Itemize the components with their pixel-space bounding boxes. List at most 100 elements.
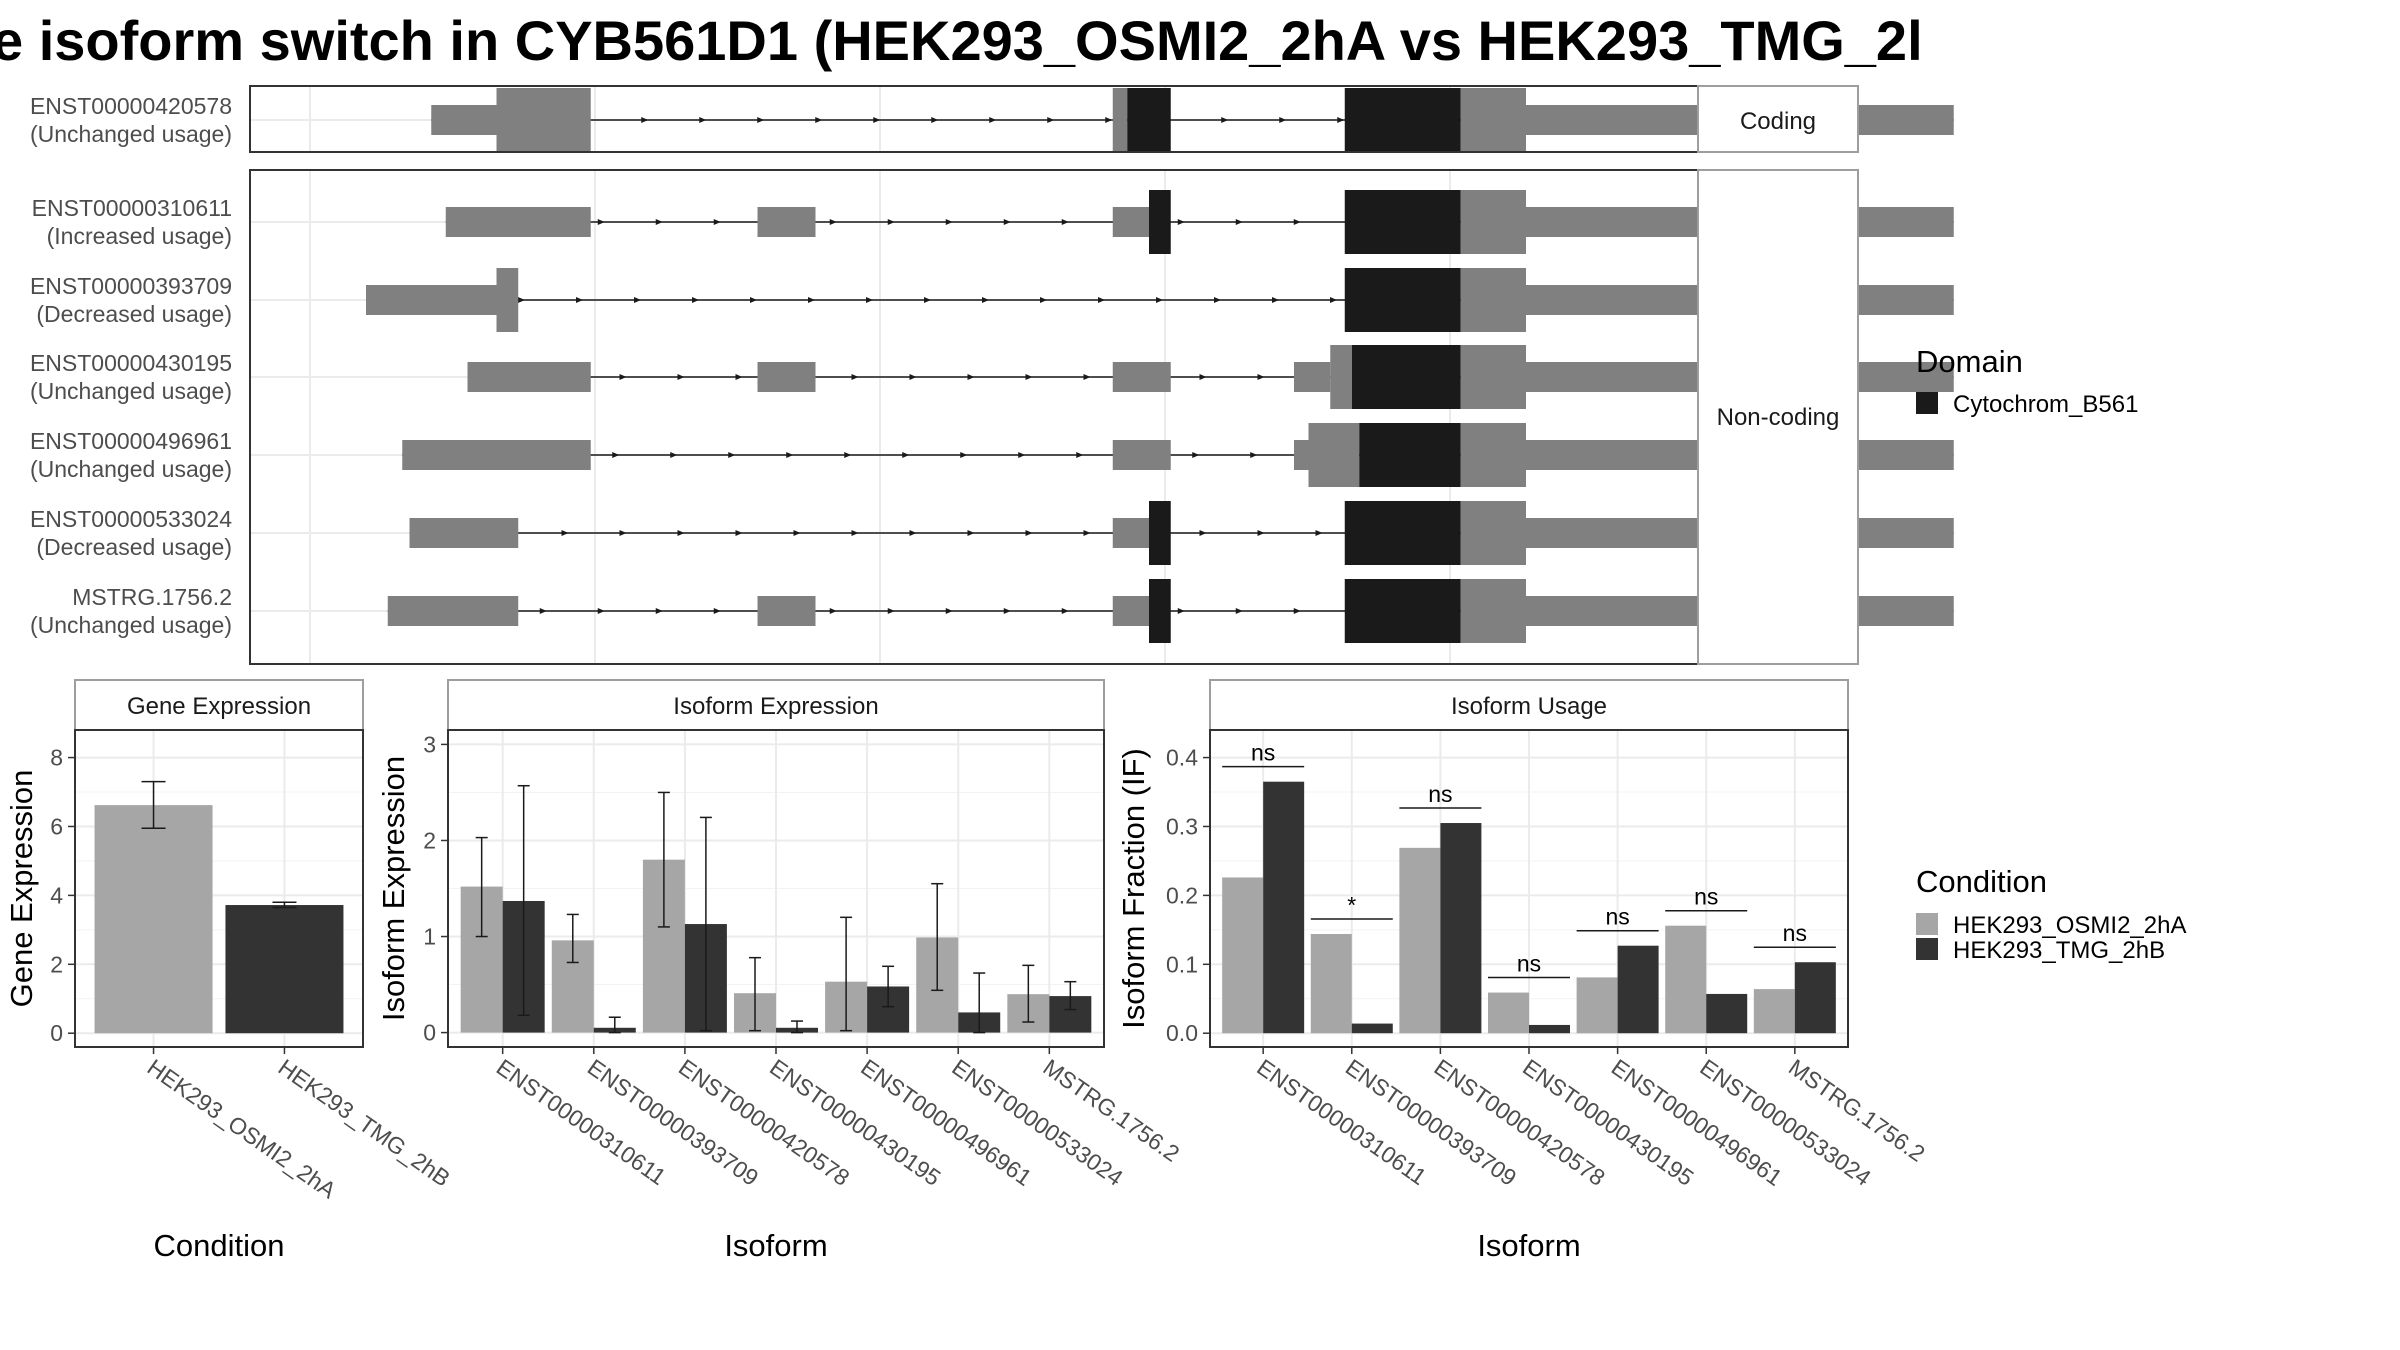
exon-block: [402, 440, 591, 470]
intron-arrow: [1257, 374, 1265, 380]
exon-block: [1460, 190, 1526, 254]
intron-arrow: [713, 608, 721, 614]
exon-block: [757, 596, 816, 626]
intron-arrow: [713, 219, 721, 225]
intron-arrow: [945, 608, 953, 614]
exon-block: [496, 88, 591, 152]
intron-arrow: [619, 530, 627, 536]
bar: [1440, 823, 1482, 1034]
exon-block: [409, 518, 519, 548]
intron-arrow: [641, 117, 649, 123]
exon-block: [467, 362, 591, 392]
error-bar: [882, 965, 895, 1008]
intron-arrow: [677, 374, 685, 380]
intron-arrow: [887, 608, 895, 614]
intron-arrow: [1221, 117, 1229, 123]
y-tick-label: 6: [50, 813, 63, 839]
isoform-id-label: MSTRG.1756.2: [72, 584, 232, 610]
condition-legend-swatch-a: [1916, 913, 1938, 935]
intron-arrow: [851, 530, 859, 536]
y-tick-label: 0.1: [1166, 951, 1198, 977]
exon-block: [1460, 501, 1526, 565]
domain-block: [1344, 88, 1461, 152]
intron-arrow: [1293, 219, 1301, 225]
intron-arrow: [1279, 117, 1287, 123]
intron-arrow: [518, 297, 525, 303]
exon-block: [1112, 518, 1149, 548]
exon-block: [1112, 440, 1171, 470]
bar: [1665, 925, 1707, 1034]
exon-block: [1112, 88, 1128, 152]
gene-structure-panel: ENST00000420578 (Unchanged usage) ENST0000…: [30, 85, 1954, 665]
intron-arrow: [967, 374, 975, 380]
legends: Domain Cytochrom_B561 Condition HEK293_OSMI…: [1916, 344, 2186, 964]
isoform-usage-label: (Unchanged usage): [30, 612, 232, 638]
intron-arrow: [924, 297, 931, 303]
y-tick-label: 0: [423, 1020, 436, 1046]
isoform-id-label: ENST00000430195: [30, 350, 232, 376]
significance-label: ns: [1605, 904, 1629, 930]
bar: [1488, 992, 1529, 1034]
intron-arrow: [576, 297, 583, 303]
intron-arrow: [1177, 219, 1185, 225]
y-axis-title: Isoform Fraction (IF): [1116, 748, 1151, 1029]
x-tick-label: ENST00000393709: [583, 1054, 763, 1191]
x-tick-label: ENST00000420578: [674, 1054, 854, 1191]
isoform-usage-label: (Decreased usage): [36, 534, 232, 560]
intron-arrow: [699, 117, 707, 123]
intron-arrow: [1025, 530, 1033, 536]
exon-block: [1294, 440, 1309, 470]
bar: [1351, 1023, 1393, 1034]
exon-block: [757, 362, 816, 392]
condition-legend-swatch-b: [1916, 938, 1938, 960]
exon-block: [757, 207, 816, 237]
x-tick-label: ENST00000533024: [947, 1054, 1128, 1191]
error-bar: [608, 1016, 621, 1034]
error-bar: [272, 901, 297, 909]
intron-arrow: [1105, 117, 1113, 123]
intron-arrow: [1315, 530, 1323, 536]
intron-arrow: [1018, 452, 1026, 458]
panel-strip-label: Isoform Expression: [673, 693, 878, 720]
y-axis-title: Gene Expression: [4, 770, 39, 1008]
error-bar: [566, 913, 579, 964]
intron-arrow: [1235, 608, 1243, 614]
y-tick-label: 3: [423, 731, 436, 757]
bar: [1399, 847, 1441, 1034]
intron-arrow: [735, 530, 743, 536]
intron-arrow: [786, 452, 794, 458]
intron-arrow: [1076, 452, 1084, 458]
isoform-usage-panel: Isoform Usage 0.0 0.1 0.2 0.3 0.4 ns * ns ns ns ns n…: [1116, 679, 1930, 1263]
intron-arrow: [844, 452, 852, 458]
intron-arrow: [539, 608, 547, 614]
x-axis-title: Isoform: [1477, 1228, 1580, 1263]
intron-arrow: [561, 530, 569, 536]
significance-label: ns: [1428, 781, 1452, 807]
exon-block: [387, 596, 519, 626]
significance-label: ns: [1251, 740, 1275, 766]
intron-arrow: [873, 117, 881, 123]
error-bar: [840, 916, 853, 1032]
intron-arrow: [750, 297, 757, 303]
intron-arrow: [887, 219, 895, 225]
bar: [1529, 1024, 1570, 1034]
x-tick-label: ENST00000430195: [765, 1054, 945, 1191]
strip-coding: [1697, 85, 1859, 153]
isoform-id-label: ENST00000420578: [30, 93, 232, 119]
intron-arrow: [1003, 608, 1011, 614]
y-tick-label: 0.3: [1166, 813, 1198, 839]
x-axis-title: Isoform: [724, 1228, 827, 1263]
x-tick-label: ENST00000496961: [856, 1054, 1036, 1191]
error-bar: [749, 956, 761, 1032]
intron-arrow: [1083, 530, 1091, 536]
exon-block: [496, 268, 519, 332]
y-tick-label: 0.0: [1166, 1020, 1198, 1046]
intron-arrow: [1337, 117, 1345, 123]
intron-arrow: [1098, 297, 1105, 303]
exon-block: [1330, 345, 1352, 409]
intron-arrow: [829, 219, 837, 225]
exon-block: [1460, 268, 1526, 332]
intron-arrow: [1250, 452, 1258, 458]
isoform-expression-panel: Isoform Expression0123ENST00000310611ENS…: [376, 679, 1184, 1263]
